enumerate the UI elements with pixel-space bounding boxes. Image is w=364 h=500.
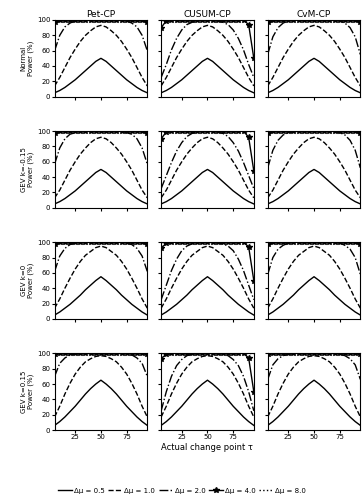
Y-axis label: Normal
Power (%): Normal Power (%) bbox=[21, 40, 34, 76]
Title: CUSUM-CP: CUSUM-CP bbox=[184, 10, 231, 19]
Title: CvM-CP: CvM-CP bbox=[297, 10, 331, 19]
Y-axis label: GEV k=0.15
Power (%): GEV k=0.15 Power (%) bbox=[21, 370, 34, 413]
Y-axis label: GEV k=-0.15
Power (%): GEV k=-0.15 Power (%) bbox=[21, 147, 34, 192]
Legend: Δμ = 0.5, Δμ = 1.0, Δμ = 2.0, Δμ = 4.0, Δμ = 8.0: Δμ = 0.5, Δμ = 1.0, Δμ = 2.0, Δμ = 4.0, … bbox=[55, 485, 309, 496]
X-axis label: Actual change point τ: Actual change point τ bbox=[162, 443, 253, 452]
Y-axis label: GEV k=0
Power (%): GEV k=0 Power (%) bbox=[21, 263, 34, 298]
Title: Pet-CP: Pet-CP bbox=[86, 10, 115, 19]
